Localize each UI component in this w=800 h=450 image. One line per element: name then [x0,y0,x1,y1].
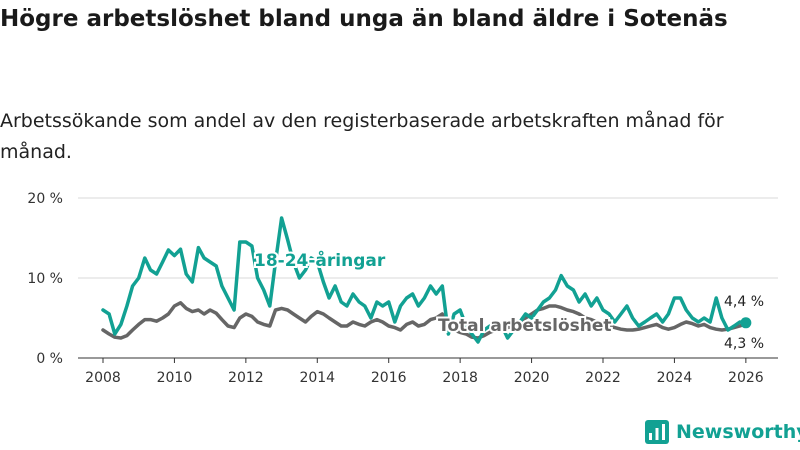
x-tick-label: 2022 [585,370,621,386]
series-line-total [101,301,748,340]
y-tick-label: 0 % [36,351,63,367]
line-chart: 0 % 10 % 20 % 2008 2010 2012 2014 2016 2018 2020… [27,191,778,386]
x-tick-label: 2014 [299,370,335,386]
x-tick-label: 2020 [514,370,550,386]
x-axis: 2008 2010 2012 2014 2016 2018 2020 2022 2024 2026 [78,357,778,386]
x-tick-label: 2024 [657,370,693,386]
x-tick-label: 2010 [157,370,193,386]
x-tick-label: 2018 [442,370,478,386]
y-tick-label: 10 % [27,271,63,287]
series-labels: 18-24-åringar Total arbetslöshet 4,4 % 4,3 … [252,247,764,352]
end-value-total: 4,3 % [724,336,764,352]
end-value-youth: 4,4 % [724,294,764,310]
chart-title: Högre arbetslöshet bland unga än bland ä… [0,6,728,32]
y-tick-label: 20 % [27,191,63,207]
x-tick-label: 2012 [228,370,264,386]
series-line-youth [101,216,748,344]
x-tick-label: 2026 [728,370,764,386]
x-tick-label: 2016 [371,370,407,386]
bar-chart-icon [645,420,669,444]
series-label-youth: 18-24-åringar [254,249,386,271]
y-axis-ticks: 0 % 10 % 20 % [27,191,63,367]
brand-name: Newsworthy [676,421,800,443]
series-label-total: Total arbetslöshet [438,316,612,336]
x-tick-label: 2008 [85,370,121,386]
chart-subtitle: Arbetssökande som andel av den registerb… [0,110,724,163]
series-end-point-youth [740,317,752,329]
series-lines [101,216,752,344]
newsworthy-logo: Newsworthy [644,418,800,446]
